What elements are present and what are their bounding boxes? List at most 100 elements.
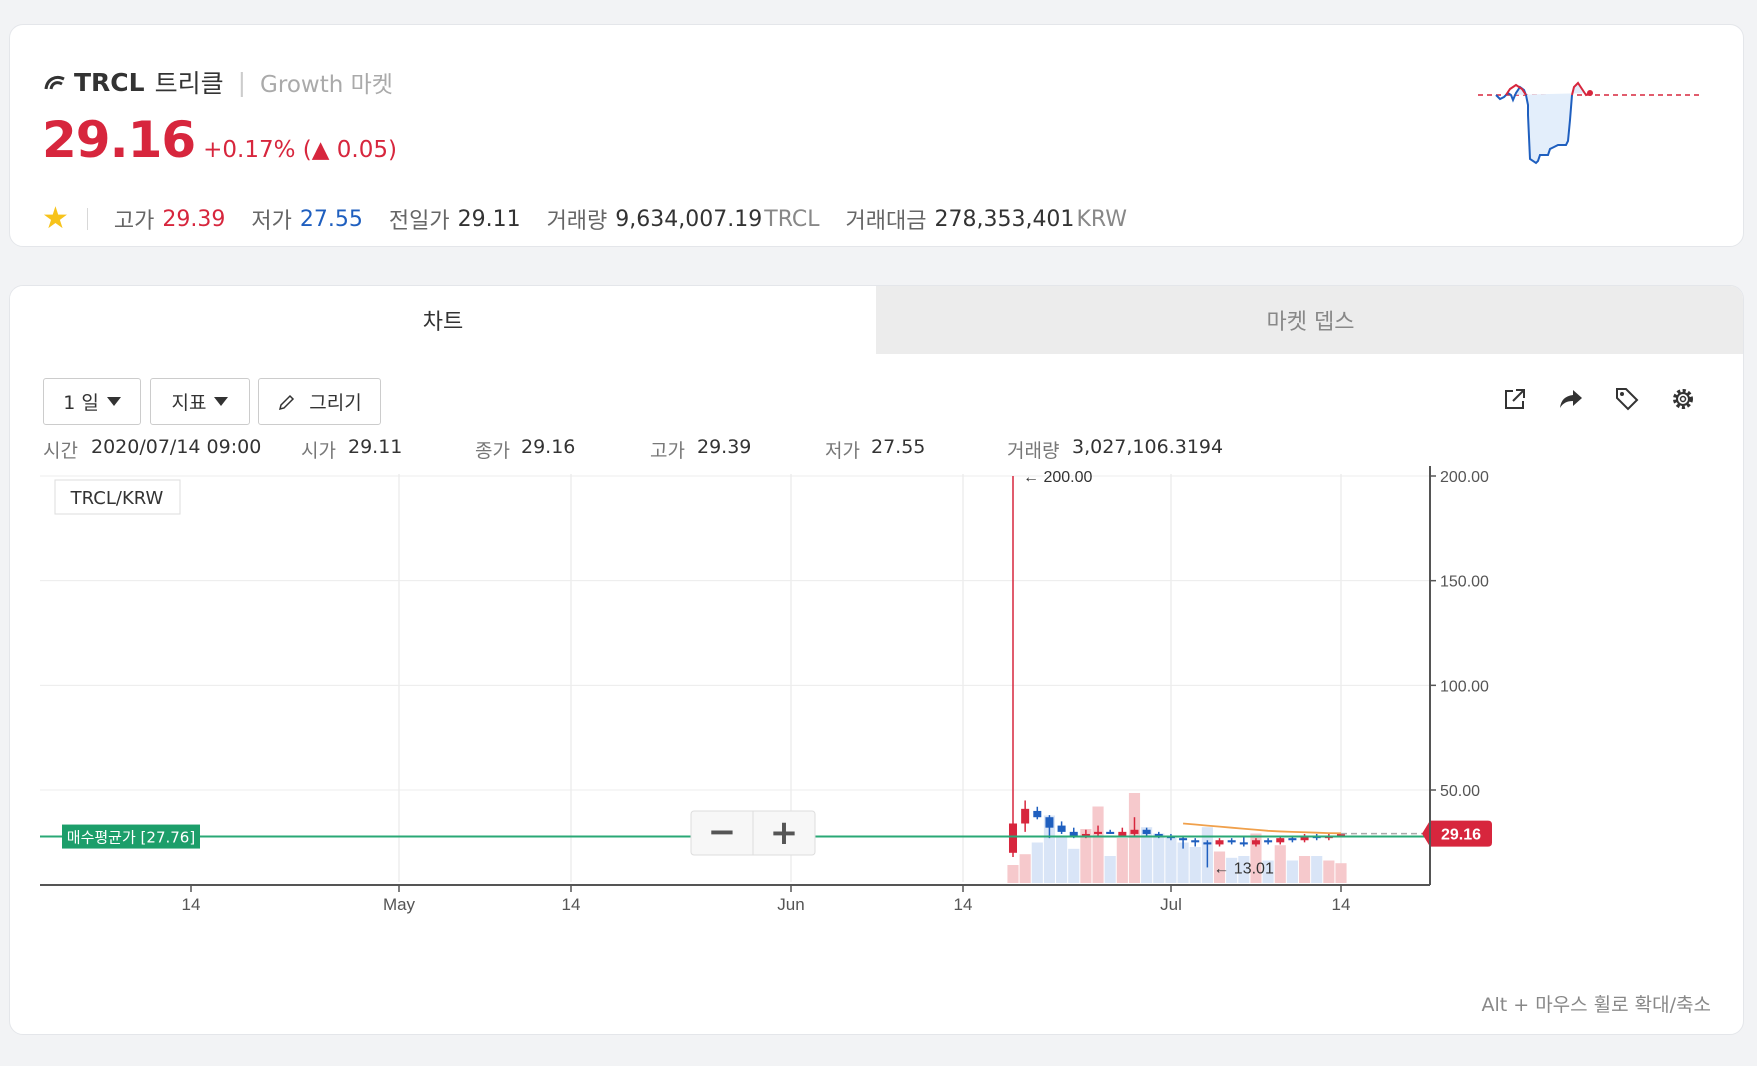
indicator-select[interactable]: 지표 — [150, 378, 250, 425]
pair-label: TRCL/KRW — [70, 488, 164, 509]
zoom-in-button[interactable]: + — [770, 813, 799, 853]
candle-body — [1057, 825, 1066, 832]
volume-bar — [1104, 856, 1116, 883]
volume-bars — [1007, 793, 1347, 883]
volume-bar — [1286, 860, 1298, 883]
candle-body — [1154, 833, 1163, 837]
low-label: 저가 — [825, 440, 860, 462]
ticker-header: TRCL 트리클 | Growth 마켓 29.16 +0.17% (▲ 0.0… — [9, 24, 1744, 247]
volume-bar — [1189, 847, 1201, 883]
market-name: Growth 마켓 — [260, 72, 393, 98]
mini-price-chart — [1478, 81, 1703, 165]
candle-body — [1264, 840, 1273, 843]
low-value: 27.55 — [299, 206, 363, 232]
draw-button[interactable]: 그리기 — [258, 378, 381, 425]
volume-bar — [1056, 836, 1068, 883]
y-tick-label: 100.00 — [1440, 678, 1489, 695]
volume-bar — [1092, 806, 1104, 883]
volume-bar — [1031, 842, 1043, 883]
draw-label: 그리기 — [309, 392, 362, 414]
mini-line-down — [1495, 85, 1573, 165]
volume-bar — [1128, 793, 1141, 883]
close-value: 29.16 — [521, 436, 576, 458]
stats-row: ★ 고가 29.39 저가 27.55 전일가 29.11 거래량 9,634,… — [42, 203, 1153, 235]
time-label: 시간 — [43, 440, 78, 462]
x-tick-label: 14 — [954, 895, 973, 914]
max-price-label: ← 200.00 — [1023, 469, 1092, 486]
candle-body — [1021, 808, 1030, 824]
pair-label-box — [54, 479, 181, 515]
avg-buy-label: 매수평균가 [27.76] — [67, 829, 195, 847]
low-value: 27.55 — [871, 436, 926, 458]
candle-body — [1118, 831, 1127, 837]
indicator-label: 지표 — [171, 392, 207, 414]
high-value: 29.39 — [697, 436, 752, 458]
volume-value: 3,027,106.3194 — [1072, 436, 1224, 458]
candle-body — [1239, 842, 1248, 845]
zoom-out-button[interactable]: − — [708, 812, 737, 852]
candlestick-chart[interactable]: TRCL/KRW 매수평균가 [27.76] 29.16 ← 200.00 ← 13.0… — [10, 462, 1744, 1002]
volume-bar — [1335, 863, 1347, 883]
tab-chart[interactable]: 차트 — [10, 286, 876, 354]
mini-line-up-1 — [1505, 83, 1527, 96]
tab-market-depth[interactable]: 마켓 뎁스 — [876, 286, 1743, 354]
candle-body — [1336, 833, 1346, 836]
volume-label: 거래량 — [546, 209, 608, 234]
avg-buy-label-box — [62, 824, 200, 849]
candle-body — [1288, 838, 1297, 841]
mini-line-up-2 — [1571, 81, 1591, 97]
x-tick-label: 14 — [182, 895, 201, 914]
volume-bar — [1043, 815, 1056, 883]
x-tick-label: May — [383, 895, 416, 914]
y-tick-label: 200.00 — [1440, 469, 1489, 486]
candle-body — [1142, 829, 1151, 834]
x-tick-label: 14 — [1332, 895, 1351, 914]
volume-bar — [1116, 838, 1128, 883]
candle-body — [1215, 840, 1224, 845]
pencil-icon — [279, 394, 295, 410]
chart-card: 차트 마켓 뎁스 1 일 지표 그리기 시간 2020/07/14 09:00 … — [9, 285, 1744, 1035]
favorite-star-icon[interactable]: ★ — [42, 201, 69, 236]
chart-overlays: TRCL/KRW 매수평균가 [27.76] 29.16 ← 200.00 ← 13.0… — [40, 469, 1492, 877]
trickle-logo-icon — [44, 75, 65, 90]
volume-bar — [1177, 842, 1189, 883]
zoom-hint: Alt + 마우스 휠로 확대/축소 — [1481, 994, 1711, 1016]
volume-bar — [1019, 854, 1031, 883]
x-tick-label: Jun — [777, 895, 804, 914]
share-icon[interactable] — [1554, 382, 1588, 416]
volume-bar — [1165, 838, 1177, 883]
volume-bar — [1213, 851, 1226, 883]
divider — [86, 208, 88, 230]
candle-body — [1227, 840, 1236, 843]
prev-close-value: 29.11 — [457, 206, 521, 232]
tag-icon[interactable] — [1610, 382, 1644, 416]
candle-body — [1179, 838, 1188, 841]
volume-bar — [1323, 860, 1335, 883]
prev-close-label: 전일가 — [388, 209, 450, 234]
volume-bar — [1141, 827, 1153, 883]
korean-name: 트리클 — [154, 69, 224, 98]
interval-select[interactable]: 1 일 — [43, 378, 141, 425]
candle-body — [1045, 817, 1054, 828]
external-link-icon[interactable] — [1498, 382, 1532, 416]
title-separator: | — [237, 67, 247, 97]
low-label: 저가 — [251, 209, 292, 234]
volume-value: 9,634,007.19 — [615, 206, 763, 232]
mini-last-point — [1587, 90, 1593, 96]
close-label: 종가 — [475, 440, 510, 462]
title-row: TRCL 트리클 | Growth 마켓 — [42, 65, 393, 99]
candle-body — [1276, 838, 1285, 843]
volume-bar — [1153, 833, 1165, 883]
current-price-label: 29.16 — [1441, 827, 1481, 844]
symbol: TRCL — [74, 67, 145, 97]
candles — [1008, 476, 1346, 868]
candle-body — [1069, 831, 1078, 837]
moving-average-line — [1182, 822, 1342, 835]
candle-body — [1033, 810, 1042, 818]
volume-bar — [1068, 848, 1080, 883]
volume-bar — [1238, 856, 1250, 883]
high-value: 29.39 — [162, 206, 226, 232]
volume-bar — [1250, 833, 1262, 883]
volume-bar — [1080, 829, 1092, 883]
gear-icon[interactable] — [1666, 382, 1700, 416]
